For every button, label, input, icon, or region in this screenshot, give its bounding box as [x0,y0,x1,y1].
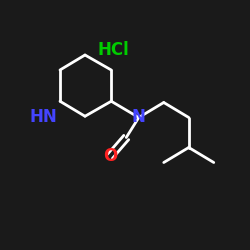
Text: HN: HN [30,108,58,126]
Text: N: N [132,108,146,126]
Text: O: O [103,147,117,165]
Text: HCl: HCl [98,41,130,59]
